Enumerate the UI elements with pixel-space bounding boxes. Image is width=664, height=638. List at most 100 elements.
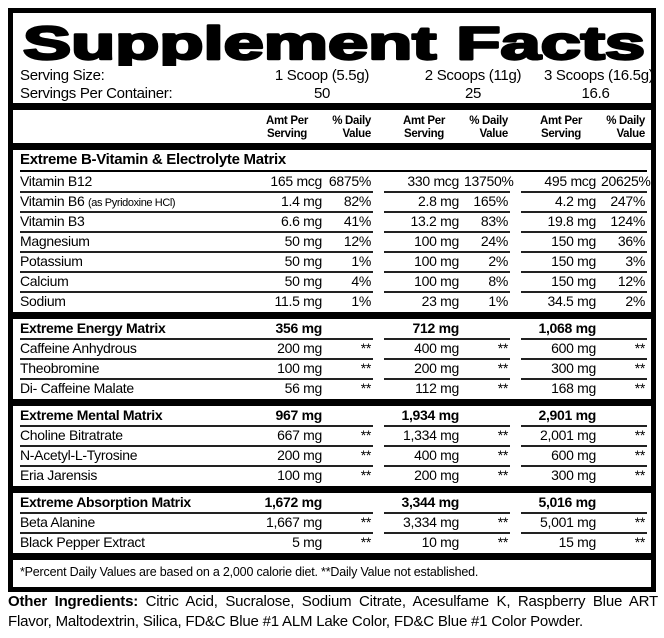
column-headers: Amt Per Serving % Daily Value Amt Per Se…: [20, 111, 647, 143]
daily-value-percent: 1%: [488, 293, 508, 309]
ingredient-name: Calcium: [20, 273, 69, 289]
value-group-3: 15 mg **: [521, 533, 647, 553]
divider-bar: [13, 399, 651, 406]
column-gap: [373, 426, 384, 447]
amt-header-line1: Amt Per: [540, 115, 582, 127]
table-row: Black Pepper Extract 5 mg ** 10 mg ** 15…: [20, 533, 647, 553]
panel-title-wrap: Supplement Facts: [20, 18, 646, 66]
value-group-2: 1,934 mg: [384, 406, 510, 427]
ingredient-note: (as Pyridoxine HCl): [88, 197, 176, 209]
daily-value-percent: 2%: [625, 293, 645, 309]
daily-value-percent: **: [497, 380, 509, 396]
amount-value: 3,344 mg: [401, 494, 459, 510]
daily-value-percent: **: [634, 534, 646, 550]
table-row: Calcium 50 mg 4% 100 mg 8% 150 mg 12%: [20, 272, 647, 293]
servings-count-1: 50: [313, 84, 331, 102]
column-gap: [373, 466, 384, 486]
column-gap: [373, 513, 384, 534]
daily-value-percent: **: [634, 467, 646, 483]
serving-size-scoop3: 3 Scoops (16.5g): [544, 67, 654, 84]
daily-value-percent: **: [360, 447, 372, 463]
daily-value-percent: **: [634, 380, 646, 396]
daily-value-percent: [327, 406, 373, 425]
daily-value-footnote: *Percent Daily Values are based on a 2,0…: [20, 565, 479, 579]
matrix-sections: Extreme B-Vitamin & Electrolyte Matrix V…: [13, 150, 651, 553]
daily-value-percent: **: [497, 340, 509, 356]
amount-value: 10 mg: [421, 534, 460, 550]
value-group-3: 495 mcg 20625%: [521, 172, 651, 193]
table-row: Choline Bitratrate 667 mg ** 1,334 mg **…: [20, 426, 647, 447]
amount-value: 100 mg: [277, 360, 322, 376]
amount-value: 6.6 mg: [281, 213, 322, 229]
daily-value-percent: [464, 319, 510, 338]
servings-count-2: 25: [464, 84, 482, 102]
column-gap: [510, 406, 521, 427]
page-title: Supplement Facts: [23, 18, 645, 66]
ingredient-name: Choline Bitratrate: [20, 427, 123, 443]
daily-value-percent: 41%: [343, 213, 371, 229]
daily-value-percent: [327, 493, 373, 512]
value-group-1: 100 mg **: [247, 359, 373, 380]
daily-value-percent: **: [360, 360, 372, 376]
column-gap: [373, 446, 384, 467]
table-row: Sodium 11.5 mg 1% 23 mg 1% 34.5 mg 2%: [20, 292, 647, 312]
table-row: Caffeine Anhydrous 200 mg ** 400 mg ** 6…: [20, 339, 647, 360]
value-group-2: 3,344 mg: [384, 493, 510, 514]
amount-value: 100 mg: [414, 273, 459, 289]
daily-value-percent: 247%: [610, 193, 645, 209]
value-group-2: 100 mg 8%: [384, 272, 510, 293]
daily-value-percent: 124%: [610, 213, 645, 229]
daily-value-percent: [327, 319, 373, 338]
amt-header-line2: Serving: [540, 127, 582, 140]
amount-value: 330 mcg: [407, 173, 459, 189]
column-gap: [373, 339, 384, 360]
amount-value: 5 mg: [292, 534, 322, 550]
value-group-1: 56 mg **: [247, 379, 373, 399]
column-header-group-1: Amt Per Serving % Daily Value: [247, 111, 373, 143]
value-group-3: 150 mg 36%: [521, 232, 647, 253]
daily-value-percent: 3%: [625, 253, 645, 269]
amount-value: 2,901 mg: [538, 407, 596, 423]
column-gap: [510, 292, 521, 312]
dv-header-line2: Value: [342, 127, 371, 140]
column-gap: [510, 111, 521, 143]
column-gap: [510, 339, 521, 360]
amount-value: 4.2 mg: [555, 193, 596, 209]
amount-value: 100 mg: [414, 233, 459, 249]
daily-value-percent: **: [360, 427, 372, 443]
amount-value: 150 mg: [551, 253, 596, 269]
servings-count-3: 16.6: [581, 84, 610, 102]
amount-value: 168 mg: [551, 380, 596, 396]
supplement-facts-panel: Supplement Facts Serving Size: 1 Scoop (…: [8, 8, 656, 592]
value-group-1: 6.6 mg 41%: [247, 212, 373, 233]
daily-value-percent: 36%: [617, 233, 645, 249]
other-ingredients: Other Ingredients: Citric Acid, Sucralos…: [8, 592, 658, 631]
daily-value-percent: **: [360, 514, 372, 530]
value-group-2: 100 mg 24%: [384, 232, 510, 253]
daily-value-percent: **: [360, 467, 372, 483]
amount-value: 2,001 mg: [540, 427, 596, 443]
daily-value-percent: 1%: [351, 253, 371, 269]
servings-per-container-row: Servings Per Container: 50 25 16.6: [20, 85, 647, 103]
ingredient-name-cell: Sodium: [20, 292, 247, 312]
amount-value: 1.4 mg: [281, 193, 322, 209]
amount-value: 100 mg: [414, 253, 459, 269]
ingredient-name-cell: Extreme Absorption Matrix: [20, 493, 247, 514]
column-gap: [373, 192, 384, 213]
divider-bar: [13, 553, 651, 560]
value-group-3: 600 mg **: [521, 446, 647, 467]
ingredient-name: Eria Jarensis: [20, 467, 98, 483]
amt-header-line1: Amt Per: [266, 115, 308, 127]
amount-value: 1,667 mg: [266, 514, 322, 530]
ingredient-name: Vitamin B12: [20, 173, 92, 189]
amount-value: 200 mg: [414, 360, 459, 376]
ingredient-name-cell: Vitamin B3: [20, 212, 247, 233]
daily-value-percent: **: [634, 360, 646, 376]
dv-header-line1: % Daily: [469, 115, 508, 127]
value-group-3: 168 mg **: [521, 379, 647, 399]
column-gap: [510, 466, 521, 486]
daily-value-percent: 82%: [343, 193, 371, 209]
amount-value: 50 mg: [284, 273, 323, 289]
value-group-2: 1,334 mg **: [384, 426, 510, 447]
